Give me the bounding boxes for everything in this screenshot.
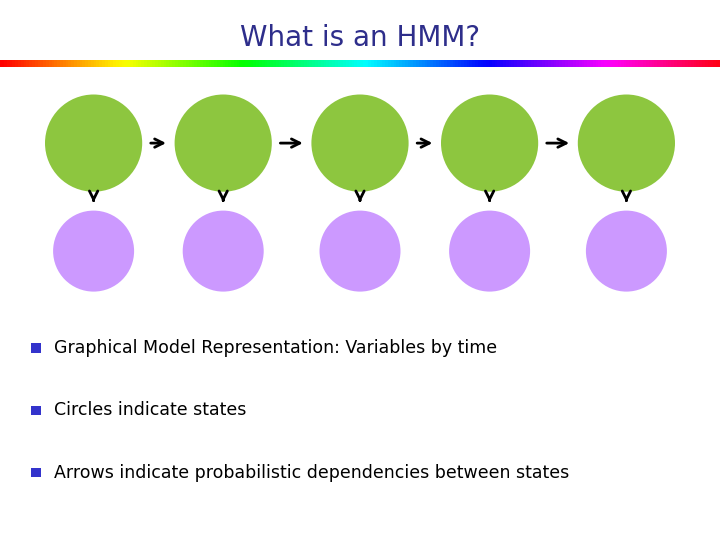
Text: Circles indicate states: Circles indicate states xyxy=(54,401,246,420)
Bar xyxy=(31,468,40,477)
Text: What is an HMM?: What is an HMM? xyxy=(240,24,480,52)
Ellipse shape xyxy=(577,94,675,192)
Ellipse shape xyxy=(174,94,272,192)
Text: Arrows indicate probabilistic dependencies between states: Arrows indicate probabilistic dependenci… xyxy=(54,463,570,482)
Ellipse shape xyxy=(586,211,667,292)
Ellipse shape xyxy=(311,94,409,192)
Ellipse shape xyxy=(45,94,143,192)
Ellipse shape xyxy=(449,211,530,292)
Ellipse shape xyxy=(320,211,400,292)
Ellipse shape xyxy=(53,211,134,292)
Bar xyxy=(31,343,40,353)
Text: Graphical Model Representation: Variables by time: Graphical Model Representation: Variable… xyxy=(54,339,497,357)
Ellipse shape xyxy=(441,94,539,192)
Ellipse shape xyxy=(183,211,264,292)
Bar xyxy=(31,406,40,415)
